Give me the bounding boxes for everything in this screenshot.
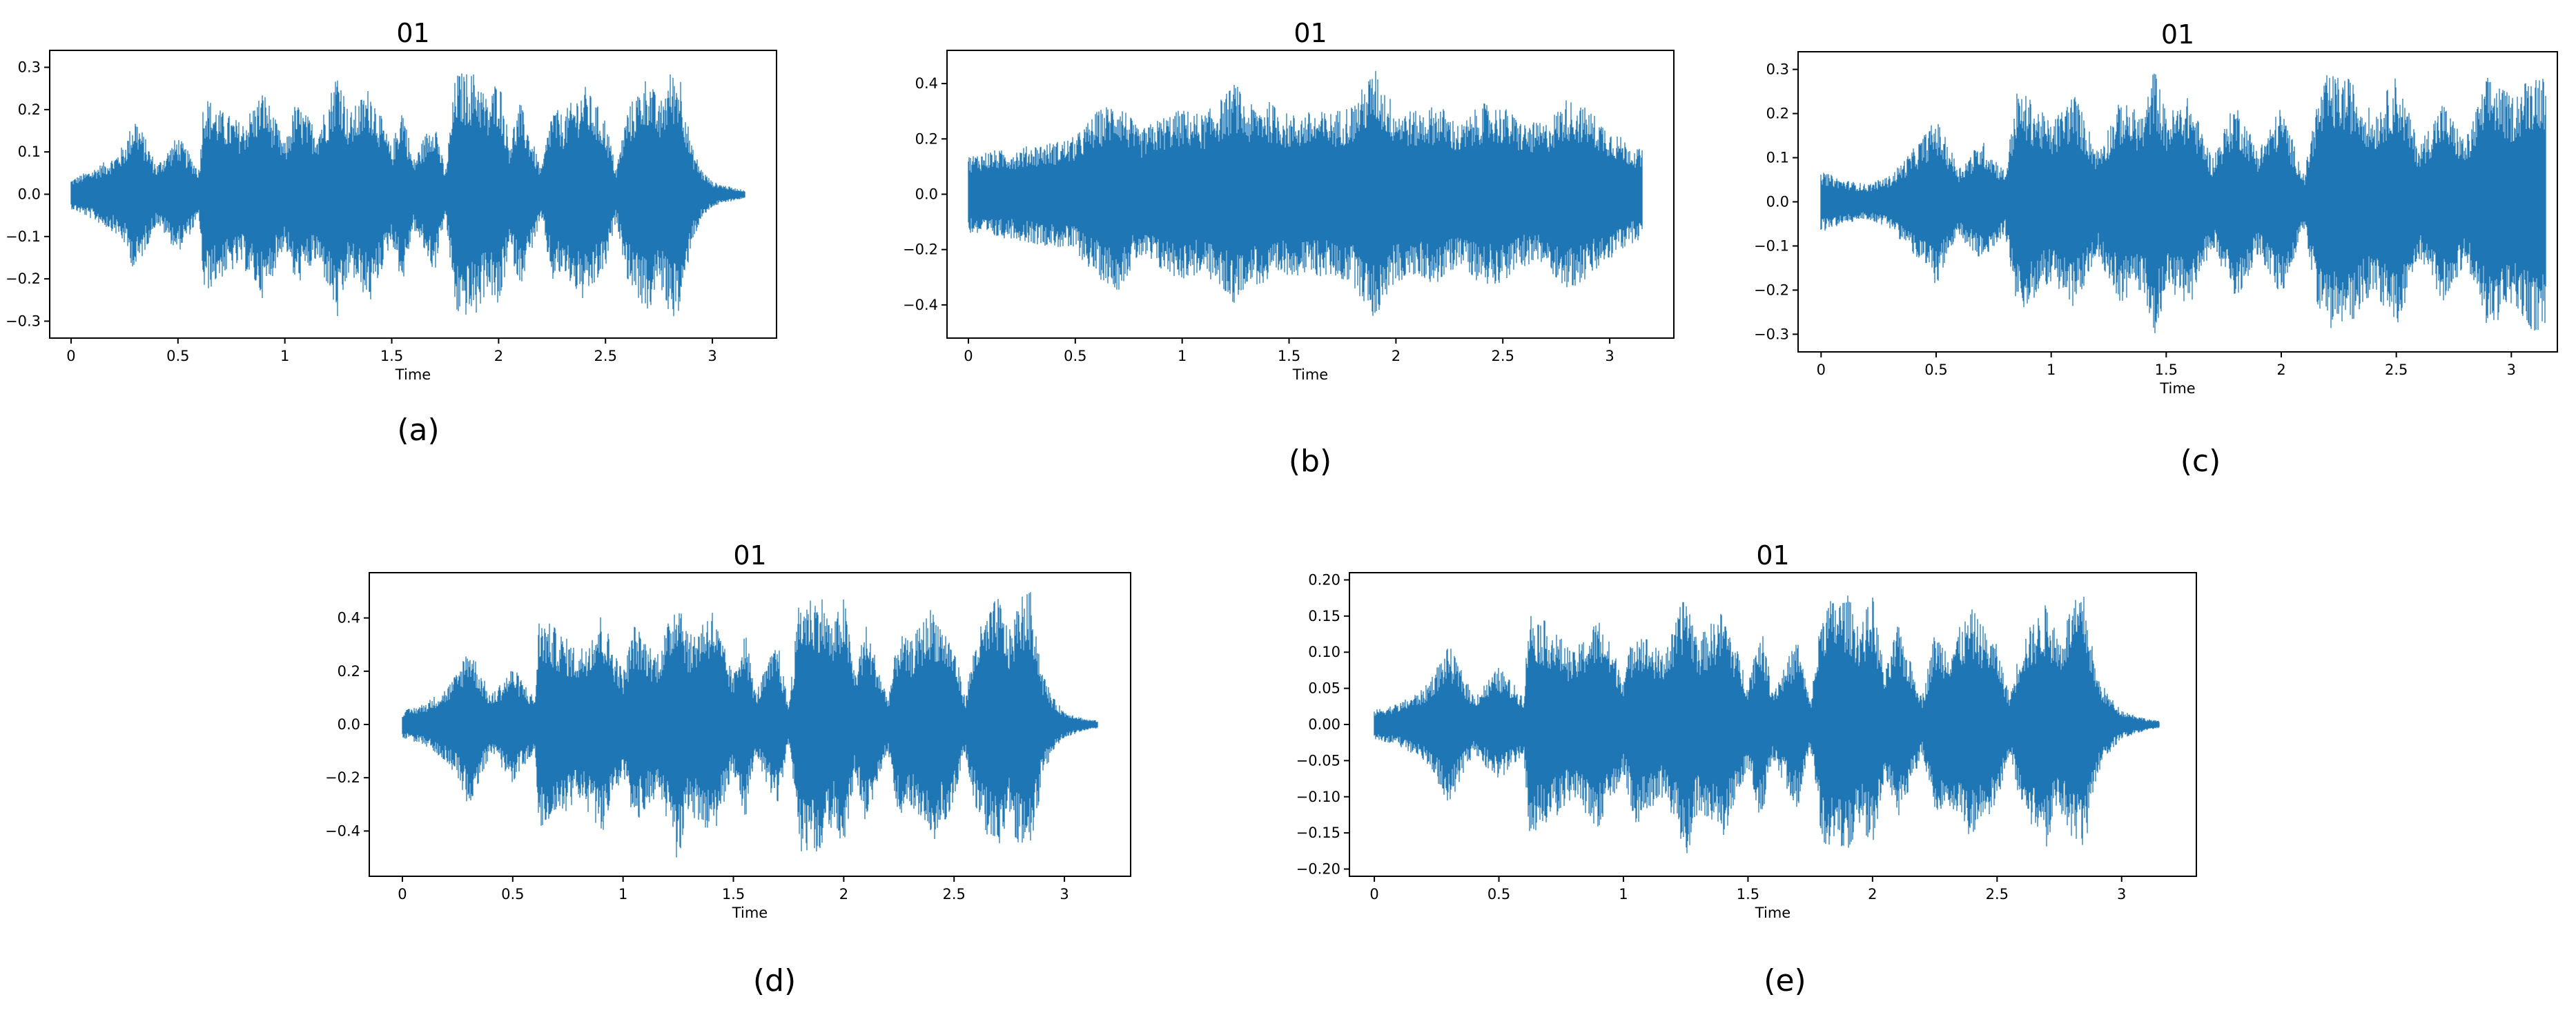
x-tick-label: 2: [839, 886, 848, 902]
x-tick-label: 3: [2507, 362, 2516, 378]
chart-title: 01: [2161, 19, 2194, 50]
y-tick-label: 0.0: [338, 716, 360, 733]
chart-panel-e: 0 0.5 1 1.5 2 2.5 3−0.20−0.15−0.10−0.050.000.0…: [1296, 540, 2197, 998]
x-axis-label: Time: [2159, 380, 2195, 397]
x-tick-label: 2.5: [1492, 348, 1514, 364]
y-tick-label: −0.1: [1754, 237, 1789, 254]
x-tick-label: 2: [494, 348, 503, 364]
y-tick-label: −0.3: [6, 313, 41, 329]
chart-title: 01: [733, 540, 766, 571]
x-tick-label: 0: [1817, 362, 1826, 378]
y-tick-label: 0.0: [915, 186, 938, 203]
x-tick-label: 2: [1392, 348, 1401, 364]
y-tick-label: 0.2: [1766, 106, 1789, 122]
x-tick-label: 1.5: [2155, 362, 2178, 378]
y-tick-label: 0.1: [1766, 150, 1789, 166]
x-tick-label: 1: [280, 348, 289, 364]
y-tick-label: 0.2: [18, 101, 41, 118]
x-axis-label: Time: [395, 366, 431, 383]
x-tick-label: 0.5: [1924, 362, 1947, 378]
x-tick-label: 1: [618, 886, 627, 902]
x-tick-label: 1.5: [722, 886, 745, 902]
y-tick-label: 0.3: [18, 59, 41, 76]
x-tick-label: 2.5: [943, 886, 966, 902]
y-tick-label: −0.2: [325, 769, 360, 786]
x-tick-label: 2.5: [594, 348, 617, 364]
x-tick-label: 1: [1178, 348, 1187, 364]
x-tick-label: 1.5: [1278, 348, 1300, 364]
y-tick-label: 0.0: [18, 186, 41, 203]
y-tick-label: −0.1: [6, 228, 41, 245]
x-tick-label: 3: [1605, 348, 1614, 364]
panel-label-d: (d): [753, 963, 796, 998]
y-tick-label: 0.4: [915, 75, 938, 92]
x-tick-label: 3: [1060, 886, 1069, 902]
x-tick-label: 0: [66, 348, 75, 364]
chart-panel-d: 0 0.5 1 1.5 2 2.5 3 −0.4 −0.2 0.0 0.2 0.4 01 Time (d): [325, 540, 1131, 998]
y-tick-label: −0.2: [6, 270, 41, 287]
panel-label-c: (c): [2180, 444, 2221, 479]
waveform-series: [402, 592, 1098, 858]
chart-panel-b: 0 0.5 1 1.5 2 2.5 3 −0.4 −0.2 0.0 0.2 0.4 01 Time (b): [903, 18, 1675, 479]
y-tick-label: 0.3: [1766, 61, 1789, 78]
x-tick-label: 2: [2276, 362, 2285, 378]
waveform-series: [1820, 73, 2546, 333]
x-axis-label: Time: [732, 905, 768, 921]
y-tick-label: −0.2: [903, 241, 938, 258]
x-tick-label: 3: [708, 348, 716, 364]
y-tick-label: 0.1: [18, 144, 41, 160]
chart-title: 01: [1294, 18, 1327, 48]
y-tick-label: −0.2: [1754, 282, 1789, 298]
waveform-series: [70, 73, 745, 317]
chart-panel-a: 0 0.5 1 1.5 2 2.5 3 −0.3 −0.2 −0.1 0.0 0.1 0.2 0.3 01 T…: [6, 18, 777, 448]
x-tick-label: 1.5: [380, 348, 403, 364]
x-tick-label: 1: [2047, 362, 2056, 378]
x-tick-label: 0: [964, 348, 973, 364]
y-tick-label: 0.2: [915, 130, 938, 147]
waveform-series: [968, 70, 1643, 316]
x-axis-label: Time: [1292, 366, 1328, 383]
y-tick-label: −0.4: [325, 822, 360, 839]
y-tick-label: 0.0: [1766, 194, 1789, 210]
panel-label-b: (b): [1289, 444, 1331, 479]
chart-panel-c: 0 0.5 1 1.5 2 2.5 3 −0.3 −0.2 −0.1 0.0 0.1 0.2 0.3 01 T…: [1754, 19, 2558, 479]
chart-title: 01: [396, 18, 429, 48]
y-tick-label: −0.3: [1754, 326, 1789, 342]
y-tick-label: 0.2: [338, 663, 360, 680]
waveform-series: [1374, 595, 2160, 854]
x-tick-label: 0.5: [501, 886, 524, 902]
x-tick-label: 0.5: [1064, 348, 1086, 364]
x-tick-label: 0: [398, 886, 407, 902]
x-tick-label: 2.5: [2385, 362, 2408, 378]
y-tick-label: −0.4: [903, 297, 938, 313]
panel-label-a: (a): [397, 413, 439, 448]
x-tick-label: 0.5: [166, 348, 189, 364]
y-tick-label: 0.4: [338, 610, 360, 627]
